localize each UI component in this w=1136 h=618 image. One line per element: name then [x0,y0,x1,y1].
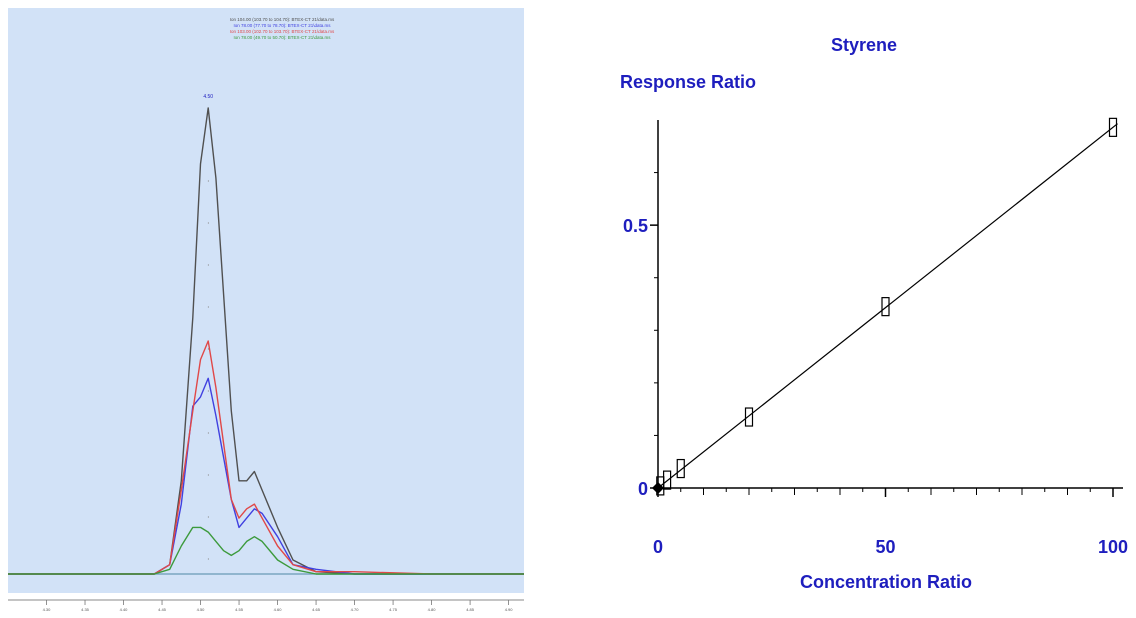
calibration-panel: Styrene Response Ratio Concentration Rat… [560,0,1136,613]
x-axis-label: Concentration Ratio [800,572,972,592]
chromatogram-chart: Ion 104.00 (103.70 to 104.70): BTEX-CT 2… [8,8,524,612]
chromatogram-panel: Ion 104.00 (103.70 to 104.70): BTEX-CT 2… [0,0,525,613]
calibration-point [662,470,672,490]
legend-entry: Ion 104.00 (103.70 to 104.70): BTEX-CT 2… [230,17,335,22]
chromatogram-x-tick-label: 4.40 [120,607,129,612]
chromatogram-x-tick-label: 4.65 [312,607,321,612]
chromatogram-x-tick-label: 4.85 [466,607,475,612]
chromatogram-x-tick-label: 4.50 [197,607,206,612]
chart-title: Styrene [831,35,897,55]
legend-entry: Ion 78.00 (77.70 to 78.70): BTEX-CT 21\d… [234,23,332,28]
chromatogram-x-tick-label: 4.70 [351,607,360,612]
y-tick-label: 0.5 [623,216,648,236]
y-tick-label: 0 [638,479,648,499]
chromatogram-x-tick-label: 4.90 [505,607,514,612]
chromatogram-x-tick-label: 4.45 [158,607,167,612]
y-axis-label: Response Ratio [620,72,756,92]
x-tick-label: 0 [653,537,663,557]
legend-entry: Ion 78.00 (49.70 to 50.70): BTEX-CT 21\d… [234,35,332,40]
x-tick-label: 100 [1098,537,1128,557]
legend-entry: Ion 103.00 (102.70 to 103.70): BTEX-CT 2… [230,29,335,34]
calibration-point [1108,117,1118,137]
chromatogram-trace [8,526,524,575]
calibration-point [744,407,754,427]
chromatogram-background [8,8,524,593]
calibration-fit-line [657,123,1118,489]
calibration-point [676,458,685,479]
chromatogram-x-tick-label: 4.55 [235,607,244,612]
chromatogram-x-tick-label: 4.35 [81,607,90,612]
calibration-origin-point [652,482,664,494]
x-tick-label: 50 [875,537,895,557]
calibration-chart: Styrene Response Ratio Concentration Rat… [620,35,1128,592]
chromatogram-x-tick-label: 4.60 [274,607,283,612]
chromatogram-x-tick-label: 4.75 [389,607,398,612]
chromatogram-x-tick-label: 4.80 [428,607,437,612]
chromatogram-x-tick-label: 4.30 [43,607,52,612]
calibration-point [881,297,890,317]
chromatogram-trace [8,340,524,575]
peak-label: 4.50 [203,94,213,100]
